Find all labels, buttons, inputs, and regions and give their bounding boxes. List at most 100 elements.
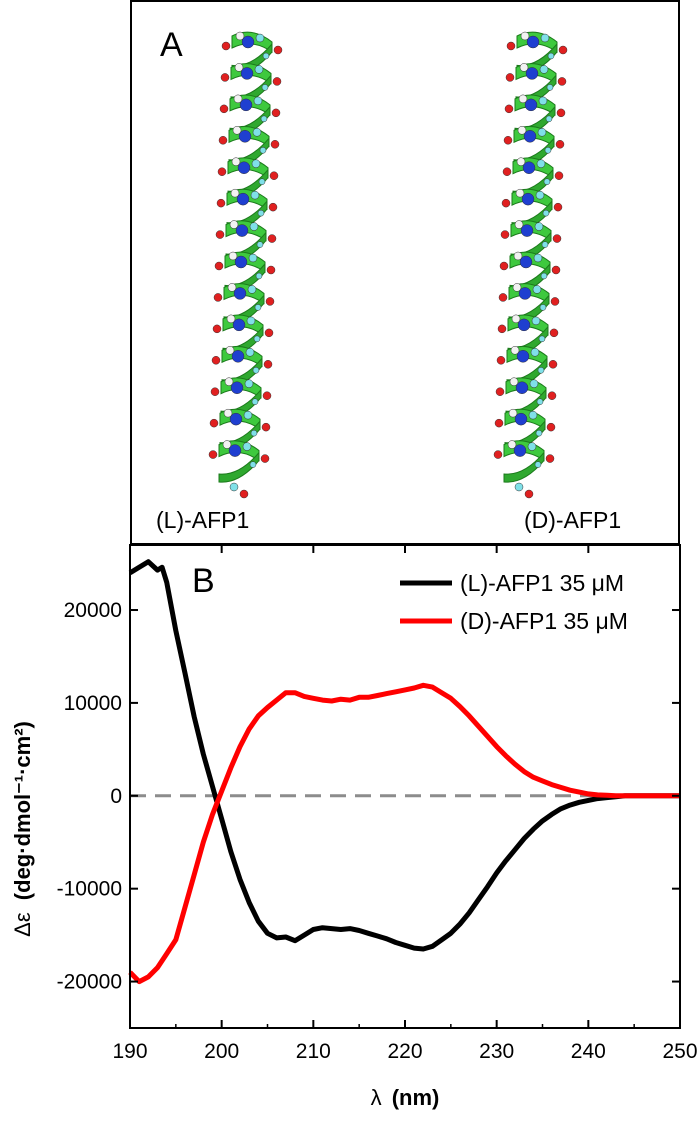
atom-sphere bbox=[494, 418, 504, 428]
atom-sphere bbox=[509, 377, 519, 386]
series-d-afp1-line bbox=[128, 682, 680, 985]
atom-sphere bbox=[224, 377, 234, 386]
x-tick-label: 220 bbox=[387, 1040, 422, 1063]
atom-sphere bbox=[530, 348, 540, 357]
atom-sphere bbox=[506, 41, 516, 51]
atom-sphere bbox=[241, 35, 255, 49]
atom-sphere bbox=[214, 261, 224, 271]
helix-ribbon-back-segment bbox=[218, 451, 260, 483]
atom-sphere bbox=[550, 297, 560, 306]
y-axis-unit: (deg·dmol⁻¹·cm²) bbox=[10, 721, 35, 900]
atom-sphere bbox=[212, 324, 222, 334]
x-tick-label: 200 bbox=[204, 1040, 239, 1063]
axes: 190 200 210 220 230 240 250 -20000 -10000 0 10000 2… bbox=[57, 544, 698, 1063]
atom-sphere bbox=[504, 104, 514, 114]
atom-sphere bbox=[495, 387, 505, 396]
series-l-afp1-line bbox=[128, 559, 680, 952]
atom-sphere bbox=[528, 410, 538, 420]
atom-sphere bbox=[521, 192, 535, 206]
atom-sphere bbox=[229, 220, 239, 229]
atom-sphere bbox=[222, 440, 232, 449]
atom-sphere bbox=[519, 255, 533, 269]
atom-sphere bbox=[544, 147, 552, 154]
atom-sphere bbox=[547, 391, 557, 400]
atom-sphere bbox=[228, 444, 242, 457]
atom-sphere bbox=[538, 96, 548, 106]
atom-sphere bbox=[261, 84, 269, 91]
atom-sphere bbox=[262, 52, 270, 60]
atom-sphere bbox=[545, 115, 553, 123]
atom-sphere bbox=[547, 52, 555, 60]
atom-sphere bbox=[271, 108, 281, 118]
atom-sphere bbox=[500, 230, 510, 239]
atom-sphere bbox=[253, 96, 263, 106]
atom-sphere bbox=[537, 128, 547, 137]
atom-sphere bbox=[527, 442, 537, 451]
atom-sphere bbox=[216, 198, 226, 208]
x-tick-label: 230 bbox=[479, 1040, 514, 1063]
atom-sphere bbox=[232, 318, 246, 332]
atom-sphere bbox=[229, 412, 243, 426]
atom-sphere bbox=[551, 265, 561, 275]
legend-label: (D)-AFP1 35 μM bbox=[460, 608, 628, 634]
atom-sphere bbox=[233, 94, 243, 104]
atom-sphere bbox=[515, 188, 525, 198]
atom-sphere bbox=[498, 293, 508, 302]
left-molecule-label: (L)-AFP1 bbox=[156, 507, 250, 533]
atom-sphere bbox=[553, 202, 563, 212]
atom-sphere bbox=[513, 444, 527, 457]
atom-sphere bbox=[235, 224, 249, 237]
atom-sphere bbox=[540, 33, 550, 43]
atom-sphere bbox=[493, 450, 503, 459]
atom-sphere bbox=[556, 108, 566, 118]
atom-sphere bbox=[514, 482, 524, 492]
atom-sphere bbox=[253, 335, 261, 343]
atom-sphere bbox=[210, 387, 220, 396]
atom-sphere bbox=[505, 73, 515, 82]
atom-sphere bbox=[503, 136, 513, 145]
atom-sphere bbox=[219, 104, 229, 114]
atom-sphere bbox=[511, 314, 521, 324]
atom-sphere bbox=[540, 272, 548, 280]
atom-sphere bbox=[515, 381, 529, 394]
x-axis-symbol: λ bbox=[371, 1085, 382, 1110]
atom-sphere bbox=[228, 251, 238, 261]
atom-sphere bbox=[543, 178, 551, 185]
atom-sphere bbox=[502, 167, 512, 176]
atom-sphere bbox=[535, 190, 545, 200]
atom-sphere bbox=[257, 209, 265, 217]
atom-sphere bbox=[232, 126, 242, 135]
atom-sphere bbox=[230, 381, 244, 394]
y-tick-label: 10000 bbox=[64, 692, 122, 715]
atom-sphere bbox=[546, 84, 554, 91]
atom-sphere bbox=[526, 35, 540, 49]
atom-sphere bbox=[231, 350, 245, 363]
atom-sphere bbox=[267, 234, 277, 243]
atom-sphere bbox=[246, 316, 256, 326]
atom-sphere bbox=[221, 41, 231, 51]
atom-sphere bbox=[234, 255, 248, 269]
y-axis-label: Δε (deg·dmol⁻¹·cm²) bbox=[10, 721, 35, 937]
atom-sphere bbox=[252, 367, 260, 374]
atom-sphere bbox=[252, 128, 262, 137]
atom-sphere bbox=[268, 202, 278, 212]
atom-sphere bbox=[213, 293, 223, 302]
atom-sphere bbox=[557, 77, 567, 86]
atom-sphere bbox=[261, 422, 271, 432]
x-axis-label: λ (nm) bbox=[371, 1085, 440, 1110]
atom-sphere bbox=[514, 220, 524, 229]
atom-sphere bbox=[254, 65, 264, 74]
atom-sphere bbox=[266, 265, 276, 275]
right-molecule-label: (D)-AFP1 bbox=[524, 507, 622, 533]
atom-sphere bbox=[513, 251, 523, 261]
atom-sphere bbox=[537, 367, 545, 374]
atom-sphere bbox=[531, 316, 541, 326]
helix-structures bbox=[208, 31, 568, 499]
atom-sphere bbox=[260, 454, 270, 463]
atom-sphere bbox=[249, 222, 259, 231]
atom-sphere bbox=[533, 253, 543, 263]
x-axis-unit: (nm) bbox=[392, 1085, 440, 1110]
atom-sphere bbox=[524, 98, 538, 112]
y-tick-label: 20000 bbox=[64, 599, 122, 622]
atom-sphere bbox=[250, 429, 258, 437]
